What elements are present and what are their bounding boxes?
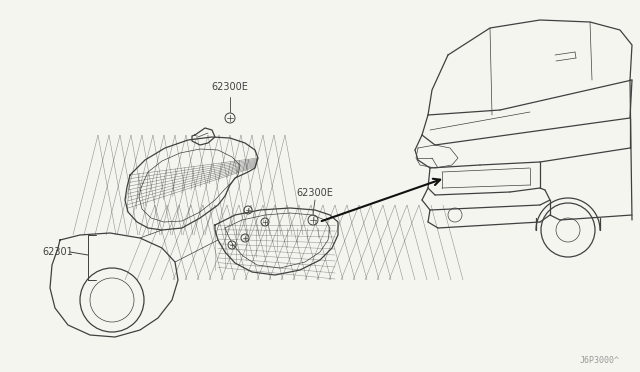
Text: 62300E: 62300E [212,82,248,92]
Text: J6P3000^: J6P3000^ [580,356,620,365]
Text: 62301: 62301 [42,247,73,257]
Text: 62300E: 62300E [296,188,333,198]
